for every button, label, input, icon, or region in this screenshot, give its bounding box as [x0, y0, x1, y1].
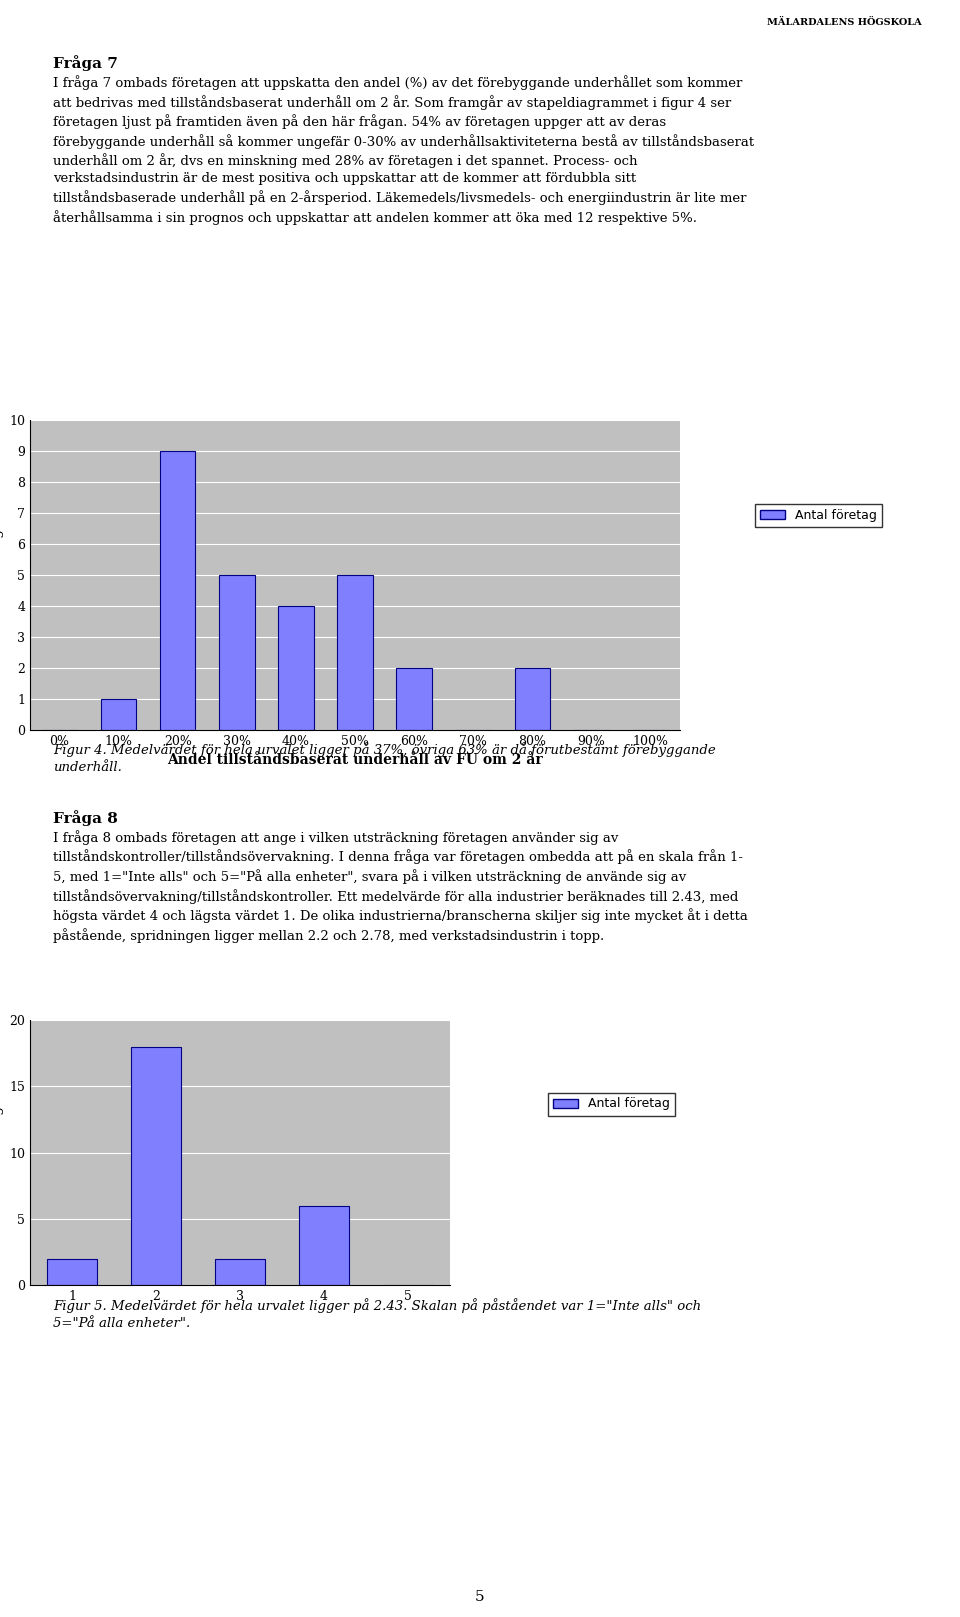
Bar [278, 606, 314, 729]
Text: Fråga 7: Fråga 7 [53, 55, 118, 71]
Bar [101, 699, 136, 729]
Bar [131, 1046, 181, 1286]
X-axis label: Andel tillståndsbaserat underhåll av FU om 2 år: Andel tillståndsbaserat underhåll av FU … [167, 754, 542, 768]
Bar [47, 1258, 97, 1286]
Bar [337, 576, 372, 729]
Bar [299, 1206, 349, 1286]
Legend: Antal företag: Antal företag [548, 1093, 675, 1116]
Text: I fråga 7 ombads företagen att uppskatta den andel (%) av det förebyggande under: I fråga 7 ombads företagen att uppskatta… [53, 74, 754, 225]
Text: I fråga 8 ombads företagen att ange i vilken utsträckning företagen använder sig: I fråga 8 ombads företagen att ange i vi… [53, 830, 748, 943]
Text: 5: 5 [475, 1590, 485, 1604]
Text: MÄLARDALENS HÖGSKOLA: MÄLARDALENS HÖGSKOLA [767, 18, 923, 27]
Text: Fråga 8: Fråga 8 [53, 810, 118, 826]
Y-axis label: Antal företag: Antal företag [0, 1106, 4, 1200]
Text: Figur 5. Medelvärdet för hela urvalet ligger på 2.43. Skalan på påståendet var 1: Figur 5. Medelvärdet för hela urvalet li… [53, 1298, 701, 1329]
Bar [215, 1258, 265, 1286]
Text: Figur 4. Medelvärdet för hela urvalet ligger på 37%, övriga 63% är då förutbestä: Figur 4. Medelvärdet för hela urvalet li… [53, 742, 715, 775]
Bar [515, 668, 550, 729]
Y-axis label: Antal företag: Antal företag [0, 529, 4, 621]
Bar [219, 576, 254, 729]
Bar [160, 451, 196, 729]
Legend: Antal företag: Antal företag [755, 505, 881, 527]
Bar [396, 668, 432, 729]
